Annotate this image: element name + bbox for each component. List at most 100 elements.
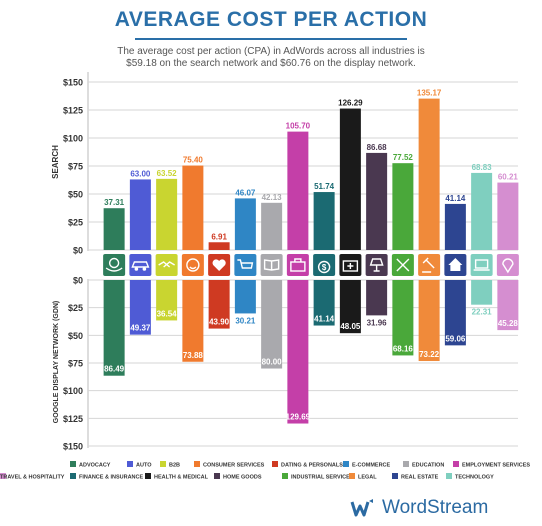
data-label-search: 77.52 — [393, 153, 414, 162]
legend-swatch — [127, 461, 133, 467]
data-label-display: 86.49 — [104, 365, 125, 374]
legend-label: HEALTH & MEDICAL — [154, 475, 209, 481]
cart-icon — [234, 254, 257, 276]
subtitle-line-2: $59.18 on the search network and $60.76 … — [126, 58, 416, 69]
bar-search — [497, 182, 519, 250]
data-label-display: 73.88 — [183, 351, 204, 360]
icon-tile — [234, 254, 257, 276]
data-label-search: 6.91 — [211, 232, 227, 241]
handshake-icon — [155, 254, 178, 276]
data-label-search: 46.07 — [235, 188, 256, 197]
title-underline — [135, 38, 407, 40]
subtitle-line-1: The average cost per action (CPA) in AdW… — [117, 46, 425, 57]
wordstream-logo-text: WordStream — [382, 497, 489, 518]
y-tick-label: $100 — [63, 386, 83, 396]
bar-search — [471, 172, 493, 250]
bar-search — [129, 179, 151, 250]
y-tick-label: $150 — [63, 442, 83, 452]
y-tick-label: $25 — [68, 303, 83, 313]
map-pin-icon — [496, 254, 519, 276]
bar-search — [444, 203, 466, 250]
icon-tile — [470, 254, 493, 276]
data-label-display: 59.06 — [445, 334, 466, 343]
legend-label: REAL ESTATE — [401, 475, 439, 481]
bar-search — [234, 198, 256, 250]
bar-display — [444, 280, 466, 346]
data-label-display: 36.54 — [157, 309, 178, 318]
car-icon — [129, 254, 152, 276]
data-label-display: 43.90 — [209, 318, 230, 327]
data-label-search: 86.68 — [367, 143, 388, 152]
legend-label: EMPLOYMENT SERVICES — [462, 463, 530, 469]
data-label-search: 51.74 — [314, 182, 335, 191]
legend-label: CONSUMER SERVICES — [203, 463, 265, 469]
data-label-display: 48.05 — [340, 322, 361, 331]
bar-display — [234, 280, 256, 314]
panel-label-display: GOOGLE DISPLAY NETWORK (GDN) — [53, 301, 60, 424]
legend-swatch — [272, 461, 278, 467]
y-tick-label: $125 — [63, 414, 83, 424]
bar-display — [129, 280, 151, 335]
lamp-icon — [365, 254, 388, 276]
data-label-display: 31.96 — [367, 318, 388, 327]
money-bag-icon: $ — [313, 254, 336, 276]
legend-label: E-COMMERCE — [352, 463, 391, 469]
data-label-search: 42.13 — [262, 193, 283, 202]
bar-display — [392, 280, 414, 356]
y-tick-label: $150 — [63, 78, 83, 88]
legend-swatch — [392, 473, 398, 479]
legend-swatch — [446, 473, 452, 479]
legend-label: HOME GOODS — [223, 475, 262, 481]
legend-label: TECHNOLOGY — [455, 475, 494, 481]
legend-swatch — [453, 461, 459, 467]
icon-tile — [496, 254, 519, 276]
briefcase-icon — [286, 254, 309, 276]
legend-swatch — [343, 461, 349, 467]
bar-search — [182, 165, 204, 250]
bar-search — [103, 208, 125, 250]
legend-label: ADVOCACY — [79, 463, 111, 469]
y-tick-label: $100 — [63, 134, 83, 144]
wordstream-logo: WordStream — [350, 496, 530, 520]
legend-swatch — [160, 461, 166, 467]
bar-display — [103, 280, 125, 376]
bar-display — [313, 280, 335, 326]
legend-swatch — [0, 473, 6, 479]
bar-display — [182, 280, 204, 362]
bar-display — [418, 280, 440, 362]
data-label-search: 126.29 — [338, 99, 363, 108]
legend-swatch — [214, 473, 220, 479]
medical-kit-icon — [339, 254, 362, 276]
heart-icon — [208, 254, 231, 276]
data-label-search: 105.70 — [286, 122, 311, 131]
wordstream-logo-icon — [350, 499, 373, 517]
y-tick-label: $0 — [73, 246, 83, 256]
legend-label: FINANCE & INSURANCE — [79, 475, 144, 481]
y-tick-label: $50 — [68, 190, 83, 200]
y-tick-label: $25 — [68, 218, 83, 228]
data-label-display: 45.28 — [498, 319, 519, 328]
chart-title: AVERAGE COST PER ACTION — [114, 8, 428, 31]
data-label-search: 41.14 — [445, 194, 466, 203]
data-label-search: 135.17 — [417, 89, 442, 98]
data-label-display: 30.21 — [235, 316, 256, 325]
data-label-display: 68.16 — [393, 344, 414, 353]
data-label-search: 60.21 — [498, 173, 519, 182]
bar-display — [366, 280, 388, 316]
icon-tile — [313, 254, 336, 276]
icon-tile — [181, 254, 204, 276]
y-tick-label: $0 — [73, 276, 83, 286]
bar-search — [261, 202, 283, 250]
data-label-display: 129.69 — [286, 413, 311, 422]
y-tick-label: $125 — [63, 106, 83, 116]
bar-display — [471, 280, 493, 305]
legend-label: LEGAL — [358, 475, 377, 481]
bar-search — [366, 152, 388, 250]
legend-swatch — [349, 473, 355, 479]
data-label-display: 41.14 — [314, 315, 335, 324]
bar-search — [287, 131, 309, 250]
icon-tile — [129, 254, 152, 276]
bar-search — [156, 178, 178, 250]
bar-display — [208, 280, 230, 329]
legend-label: EDUCATION — [412, 463, 444, 469]
